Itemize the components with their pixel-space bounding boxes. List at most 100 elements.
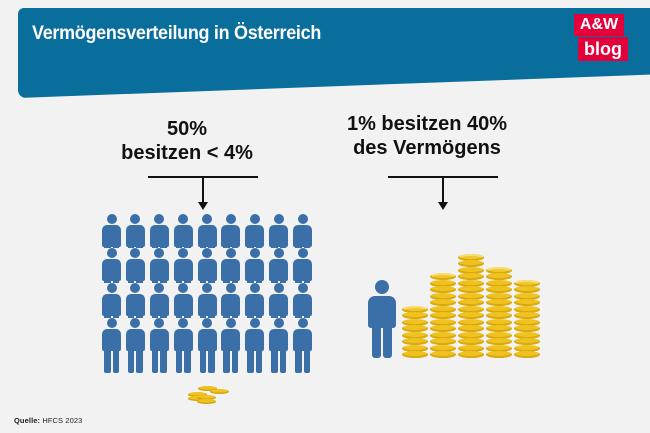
person-icon xyxy=(197,283,217,318)
person-head xyxy=(249,248,260,258)
person-body xyxy=(221,259,241,281)
coin-stack xyxy=(430,273,456,358)
person-body xyxy=(125,294,145,316)
person-leg-left xyxy=(295,349,302,373)
person-head xyxy=(130,214,141,224)
coin-icon xyxy=(188,392,207,397)
person-icon xyxy=(197,214,217,248)
aw-blog-logo: A&W blog xyxy=(572,14,628,62)
left-caption-line-1: 50% xyxy=(166,118,208,140)
person-head xyxy=(202,248,212,258)
coin-icon xyxy=(486,312,512,319)
coin-icon xyxy=(486,305,512,313)
person-body xyxy=(269,225,289,247)
person-leg-left xyxy=(175,279,183,283)
person-leg-right xyxy=(279,314,287,318)
person-head xyxy=(178,318,189,328)
coin-icon xyxy=(458,351,484,358)
person-leg-left xyxy=(199,245,206,248)
person-leg-left xyxy=(151,245,159,248)
person-icon xyxy=(269,248,289,283)
person-head xyxy=(375,280,389,294)
person-leg-left xyxy=(175,349,183,373)
left-rule xyxy=(148,176,258,178)
person-icon xyxy=(197,318,217,374)
coin-icon xyxy=(486,351,512,358)
person-icon xyxy=(125,283,145,318)
person-leg-right xyxy=(303,279,310,283)
person-body xyxy=(149,259,169,281)
person-leg-right xyxy=(231,349,239,373)
coin-icon xyxy=(458,279,484,287)
coin-icon xyxy=(430,279,456,287)
person-head xyxy=(225,248,236,258)
coin-icon xyxy=(514,325,540,332)
people-row xyxy=(102,214,312,248)
person-leg-left xyxy=(199,279,206,283)
coin-icon xyxy=(458,260,484,267)
left-caption: 50% besitzen < 4% xyxy=(72,118,302,165)
person-icon xyxy=(149,248,169,283)
person-icon xyxy=(293,283,312,318)
person-leg-right xyxy=(208,349,215,373)
person-leg-right xyxy=(255,349,263,373)
person-head xyxy=(202,214,212,224)
person-head xyxy=(130,318,141,328)
person-leg-right xyxy=(136,245,143,248)
coin-icon xyxy=(458,266,484,274)
coin-icon xyxy=(514,312,540,319)
person-head xyxy=(130,248,141,258)
person-head xyxy=(154,283,165,293)
coin-icon xyxy=(458,273,484,280)
person-leg-right xyxy=(208,314,215,318)
person-leg-right xyxy=(303,314,310,318)
person-leg-right xyxy=(160,279,167,283)
source-label: Quelle: xyxy=(14,416,41,425)
person-icon xyxy=(102,318,121,374)
coin-icon xyxy=(458,312,484,319)
coin-icon xyxy=(430,318,456,326)
people-row xyxy=(102,283,312,318)
coin-icon xyxy=(430,299,456,306)
coin-icon xyxy=(514,344,540,352)
person-leg-right xyxy=(112,245,119,248)
person-head xyxy=(130,283,141,293)
coin-icon xyxy=(514,305,540,313)
left-arrow-shaft xyxy=(202,178,204,202)
person-head xyxy=(249,318,260,328)
coin-icon xyxy=(430,351,456,358)
coin-stack xyxy=(458,253,484,358)
coin-icon xyxy=(458,286,484,293)
page-title: Vermögensverteilung in Österreich xyxy=(32,22,322,44)
person-body xyxy=(102,294,121,316)
person-body xyxy=(293,329,312,351)
person-leg-right xyxy=(112,349,119,373)
left-arrow-head xyxy=(198,202,208,210)
person-icon xyxy=(197,248,217,283)
person-leg-left xyxy=(295,314,302,318)
person-leg-left xyxy=(295,279,302,283)
person-head xyxy=(202,318,212,328)
person-head xyxy=(106,214,117,224)
person-icon xyxy=(293,214,312,248)
person-leg-right xyxy=(136,279,143,283)
person-leg-left xyxy=(127,314,135,318)
person-icon xyxy=(221,283,241,318)
person-leg-left xyxy=(104,349,111,373)
person-leg-right xyxy=(160,349,167,373)
coin-icon xyxy=(402,318,428,326)
person-leg-left xyxy=(151,314,159,318)
coin-icon xyxy=(514,279,540,287)
coin-icon xyxy=(486,318,512,326)
person-leg-left xyxy=(372,325,381,358)
coin-icon xyxy=(486,266,512,274)
person-leg-right xyxy=(208,279,215,283)
person-leg-right xyxy=(184,279,191,283)
person-icon xyxy=(221,214,241,248)
person-leg-left xyxy=(199,314,206,318)
people-row xyxy=(102,318,312,386)
person-icon xyxy=(173,248,193,283)
person-leg-right xyxy=(112,314,119,318)
person-icon xyxy=(173,214,193,248)
person-leg-right xyxy=(231,279,239,283)
